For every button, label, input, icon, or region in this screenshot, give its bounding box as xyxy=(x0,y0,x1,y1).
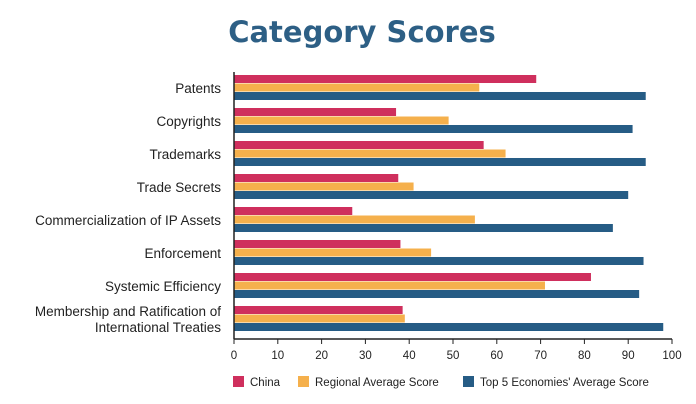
bar-1-2 xyxy=(234,108,397,116)
bars-layer xyxy=(234,75,664,331)
bar-3-6 xyxy=(234,257,644,265)
category-labels: Patents Copyrights Trademarks Trade Secrets… xyxy=(35,81,221,335)
legend-label-2: Regional Average Score xyxy=(315,377,439,389)
category-label-4: Trade Secrets xyxy=(137,180,222,195)
x-tick-label-9: 90 xyxy=(622,350,635,362)
bar-2-5 xyxy=(234,215,475,224)
bar-2-6 xyxy=(234,248,432,257)
bar-1-1 xyxy=(234,75,537,83)
category-label-1: Patents xyxy=(175,81,221,96)
category-label-3: Trademarks xyxy=(149,147,221,162)
legend: China Regional Average Score Top 5 Economi… xyxy=(233,376,649,389)
x-tick-label-0: 0 xyxy=(231,350,237,362)
bar-1-8 xyxy=(234,306,403,314)
bar-2-1 xyxy=(234,83,480,92)
legend-label-1: China xyxy=(250,377,281,389)
x-tick-label-10: 100 xyxy=(662,350,681,362)
bar-2-7 xyxy=(234,281,545,290)
x-tick-label-5: 50 xyxy=(447,350,460,362)
category-label-8-line-1: Membership and Ratification of xyxy=(35,304,221,319)
category-label-5: Commercialization of IP Assets xyxy=(35,213,221,228)
bar-2-8 xyxy=(234,314,405,323)
chart-title: Category Scores xyxy=(228,15,496,49)
bar-3-8 xyxy=(234,323,664,331)
x-tick-label-4: 40 xyxy=(403,350,416,362)
category-label-6: Enforcement xyxy=(144,246,221,261)
legend-swatch-2 xyxy=(298,376,309,387)
x-tick-label-8: 80 xyxy=(578,350,591,362)
x-tick-label-2: 20 xyxy=(315,350,328,362)
x-tick-label-3: 30 xyxy=(359,350,372,362)
x-tick-label-6: 60 xyxy=(490,350,503,362)
bar-3-1 xyxy=(234,92,646,100)
legend-label-3: Top 5 Economies' Average Score xyxy=(480,377,649,389)
legend-swatch-1 xyxy=(233,376,244,387)
bar-2-3 xyxy=(234,149,506,158)
bar-3-5 xyxy=(234,224,613,232)
x-tick-label-1: 10 xyxy=(271,350,284,362)
bar-1-6 xyxy=(234,240,401,248)
bar-3-7 xyxy=(234,290,640,298)
bar-2-2 xyxy=(234,116,449,125)
bar-2-4 xyxy=(234,182,414,191)
x-axis-ticks: 0 10 20 30 40 50 60 70 80 90 100 xyxy=(231,339,682,362)
bar-1-3 xyxy=(234,141,484,149)
bar-3-2 xyxy=(234,125,633,133)
bar-3-3 xyxy=(234,158,646,166)
category-label-7: Systemic Efficiency xyxy=(105,279,221,294)
bar-1-4 xyxy=(234,174,399,182)
bar-3-4 xyxy=(234,191,629,199)
bar-1-5 xyxy=(234,207,353,215)
category-label-8-line-2: International Treaties xyxy=(95,320,221,335)
bar-1-7 xyxy=(234,273,591,281)
legend-swatch-3 xyxy=(463,376,474,387)
category-label-2: Copyrights xyxy=(156,114,221,129)
x-tick-label-7: 70 xyxy=(534,350,547,362)
